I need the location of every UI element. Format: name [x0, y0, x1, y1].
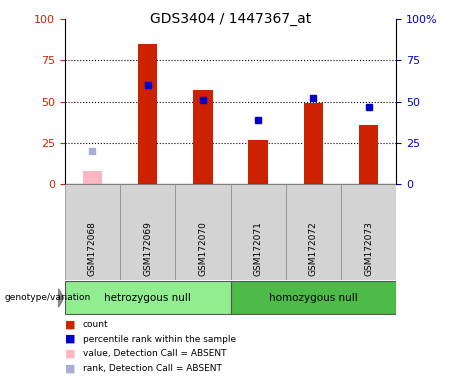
Bar	[193, 90, 213, 184]
Polygon shape	[59, 289, 64, 307]
Text: percentile rank within the sample: percentile rank within the sample	[83, 334, 236, 344]
Bar	[286, 184, 341, 280]
Bar	[65, 281, 230, 314]
Bar	[120, 184, 175, 280]
Text: ■: ■	[65, 363, 75, 373]
Text: GSM172070: GSM172070	[198, 221, 207, 276]
Bar	[83, 171, 102, 184]
Bar	[230, 281, 396, 314]
Text: GSM172073: GSM172073	[364, 221, 373, 276]
Text: homozygous null: homozygous null	[269, 293, 358, 303]
Bar	[359, 125, 378, 184]
Bar	[248, 140, 268, 184]
Bar	[230, 184, 286, 280]
Bar	[175, 184, 230, 280]
Text: ■: ■	[65, 319, 75, 329]
Text: GSM172071: GSM172071	[254, 221, 263, 276]
Text: ■: ■	[65, 334, 75, 344]
Text: value, Detection Call = ABSENT: value, Detection Call = ABSENT	[83, 349, 226, 358]
Text: hetrozygous null: hetrozygous null	[104, 293, 191, 303]
Text: count: count	[83, 320, 109, 329]
Bar	[304, 103, 323, 184]
Text: GSM172069: GSM172069	[143, 221, 152, 276]
Bar	[341, 184, 396, 280]
Text: ■: ■	[65, 349, 75, 359]
Text: GDS3404 / 1447367_at: GDS3404 / 1447367_at	[150, 12, 311, 25]
Text: rank, Detection Call = ABSENT: rank, Detection Call = ABSENT	[83, 364, 222, 373]
Text: GSM172068: GSM172068	[88, 221, 97, 276]
Text: genotype/variation: genotype/variation	[5, 293, 91, 302]
Bar	[138, 44, 157, 184]
Bar	[65, 184, 120, 280]
Text: GSM172072: GSM172072	[309, 221, 318, 276]
